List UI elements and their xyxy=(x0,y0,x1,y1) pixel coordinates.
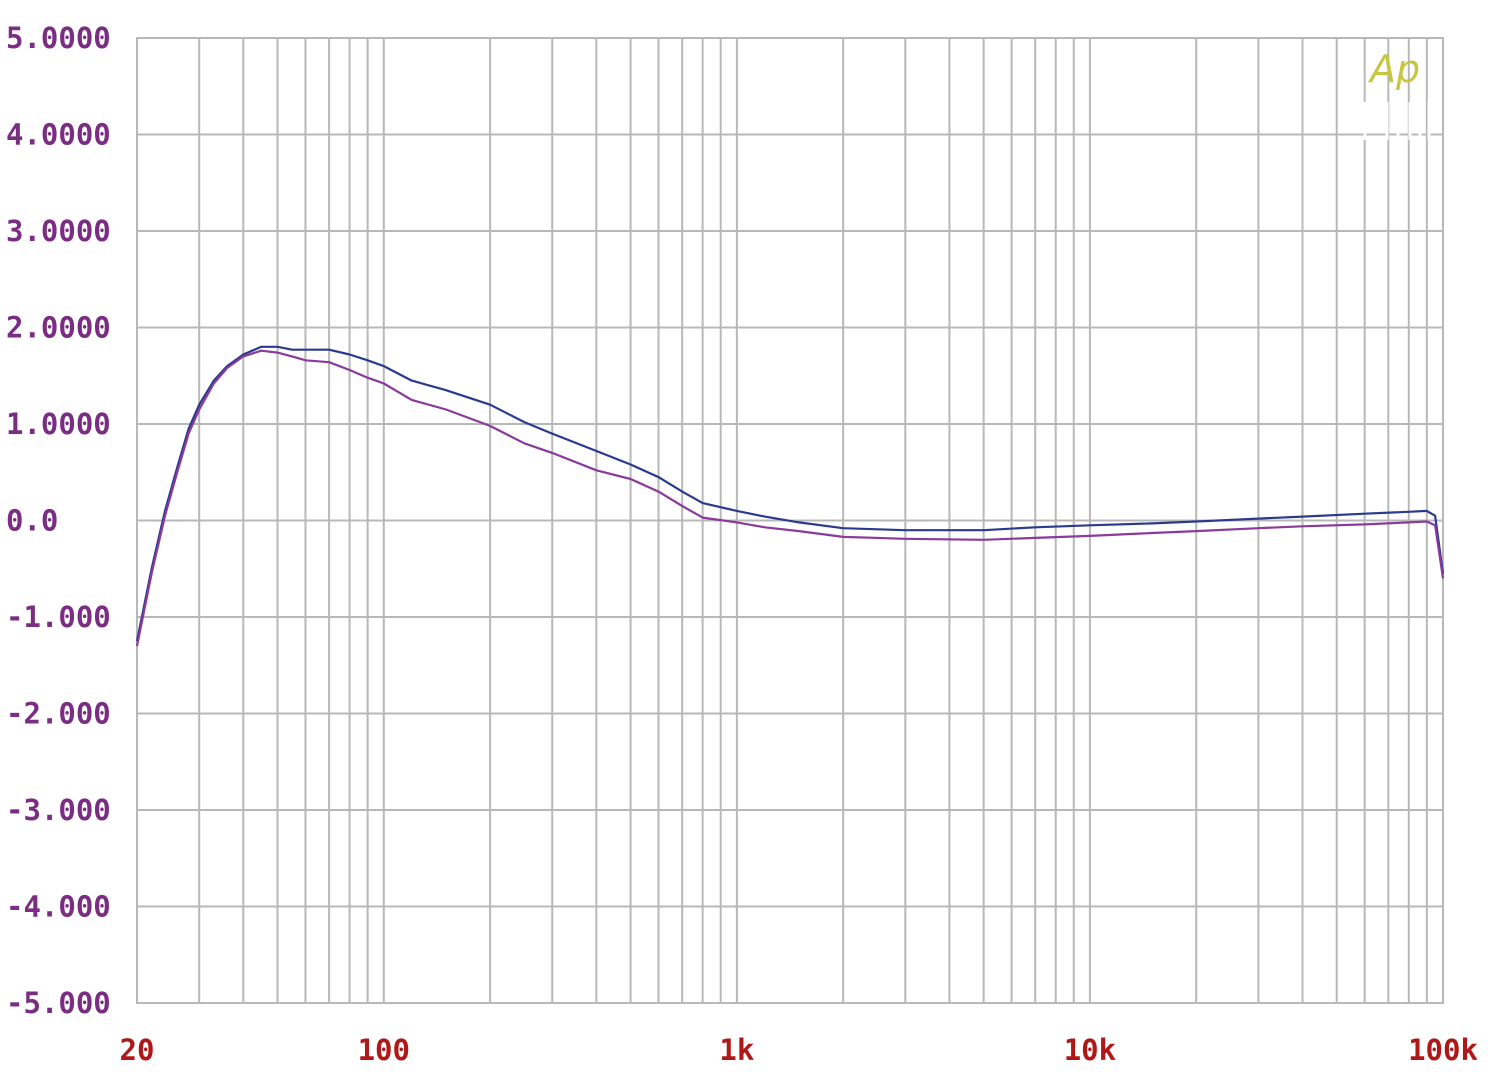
y-tick-label: -3.000 xyxy=(6,793,111,827)
x-tick-label: 20 xyxy=(120,1033,155,1067)
x-axis-tick-labels: 20 100 1k 10k 100k xyxy=(120,1033,1478,1067)
x-tick-label: 100 xyxy=(358,1033,410,1067)
ap-logo: Ap xyxy=(1363,47,1431,140)
x-tick-label: 10k xyxy=(1064,1033,1116,1067)
ap-logo-text: Ap xyxy=(1367,47,1420,91)
y-tick-label: 1.0000 xyxy=(6,407,111,441)
y-tick-label: -5.000 xyxy=(6,986,111,1020)
plot-frame xyxy=(136,37,1444,1004)
series-line-2 xyxy=(135,349,1445,647)
y-tick-label: -2.000 xyxy=(6,697,111,731)
y-tick-label: -4.000 xyxy=(6,890,111,924)
series-line-1 xyxy=(135,345,1445,642)
y-tick-label: 3.0000 xyxy=(6,214,111,248)
y-tick-label: 0.0 xyxy=(6,504,58,538)
y-tick-label: 2.0000 xyxy=(6,311,111,345)
ap-logo-stripes xyxy=(1363,102,1431,140)
x-tick-label: 1k xyxy=(719,1033,754,1067)
y-axis-tick-labels: 5.0000 4.0000 3.0000 2.0000 1.0000 0.0 -1.000 -… xyxy=(6,21,111,1020)
series-layer xyxy=(135,345,1445,647)
y-tick-label: -1.000 xyxy=(6,600,111,634)
y-tick-label: 5.0000 xyxy=(6,21,111,55)
x-tick-label: 100k xyxy=(1408,1033,1478,1067)
y-tick-label: 4.0000 xyxy=(6,118,111,152)
